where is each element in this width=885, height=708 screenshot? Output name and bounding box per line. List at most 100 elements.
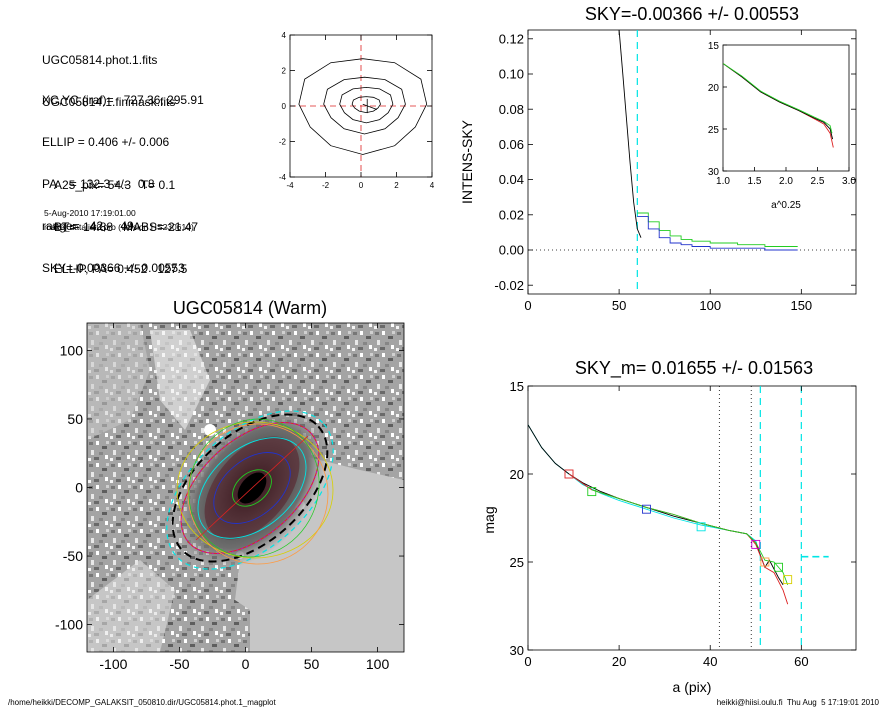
mag-xtick-label: 60	[794, 654, 808, 669]
file-line: UGC05814.phot.1.fits	[42, 53, 158, 67]
param-lines: XC,YC (iraf)= 727.36, 295.91 ELLIP = 0.4…	[42, 65, 204, 303]
result-line: A25_pix= 54.3 T= 0.1	[54, 178, 176, 192]
sky-ytick-label: 0.12	[499, 31, 524, 46]
sky-xtick-label: 150	[790, 298, 812, 313]
mag-marker	[564, 469, 574, 479]
result-line: BT= 14.88 MABS=-21.47	[54, 220, 199, 234]
image-xtick-label: 100	[366, 656, 390, 672]
image-xtick-label: -100	[99, 656, 127, 672]
mag-marker	[751, 539, 761, 549]
sky-ytick-label: 0.06	[499, 137, 524, 152]
inset-series-line	[723, 63, 833, 134]
contour-xtick-label: 2	[394, 181, 399, 190]
sky-series-line	[637, 212, 798, 247]
inset-ytick-label: 20	[708, 83, 720, 94]
inset-xtick-label: 1.0	[716, 176, 730, 187]
file-lines: UGC05814.phot.1.fits UGC05814.1.finmask.…	[42, 25, 175, 137]
mag-marker	[641, 504, 651, 514]
mag-series-line	[528, 424, 761, 556]
sky-series-line	[637, 216, 798, 251]
sky-xtick-label: 50	[612, 298, 626, 313]
contour-line	[339, 86, 394, 124]
mag-ytick-label: 15	[510, 379, 524, 394]
image-xtick-label: 0	[242, 656, 250, 672]
inset-xtick-label: 2.0	[779, 176, 793, 187]
mag-xtick-label: 20	[612, 654, 626, 669]
image-ytick-label: 0	[75, 479, 83, 495]
contour-xtick-label: -2	[322, 181, 330, 190]
contour-ytick-label: 0	[282, 102, 287, 111]
param-line: range= 42.- 49.	[42, 219, 138, 233]
mag-series-line	[591, 489, 789, 586]
contour-ytick-label: 2	[282, 66, 287, 75]
sky-ytick-label: 0.02	[499, 207, 524, 222]
image-ytick-label: -100	[55, 616, 83, 632]
contour-line	[351, 96, 381, 114]
result-line: ELLIP, PA= 0.452 127.5	[54, 262, 188, 276]
mag-ytick-label: 20	[510, 467, 524, 482]
footer-path: /home/heikki/DECOMP_GALAKSIT_050810.dir/…	[8, 698, 276, 707]
contour-xtick-label: 4	[430, 181, 435, 190]
galaxy-image-plot: UGC05814 (Warm)	[55, 298, 405, 672]
inset-frame	[722, 44, 850, 172]
contour-line	[323, 76, 406, 135]
mag-marker	[760, 557, 770, 567]
sky-plot-frame	[527, 29, 857, 295]
image-ytick-label: 50	[67, 411, 83, 427]
sky-plot-ylabel: INTENS-SKY	[459, 119, 475, 204]
param-line: XC,YC (iraf)= 727.36, 295.91	[42, 93, 204, 107]
param-line: ELLIP = 0.406 +/- 0.006	[42, 135, 170, 149]
sky-xtick-label: 100	[699, 298, 721, 313]
mag-ytick-label: 30	[510, 643, 524, 658]
image-title: UGC05814 (Warm)	[173, 298, 327, 318]
image-ytick-label: -50	[63, 548, 83, 564]
inset-ytick-label: 30	[708, 167, 720, 178]
inset-series-line	[723, 63, 834, 140]
inset-xlabel: a^0.25	[771, 200, 801, 211]
sky-ytick-label: -0.02	[494, 278, 524, 293]
mag-series-line	[528, 424, 784, 586]
contour-xtick-label: -4	[286, 181, 294, 190]
mag-plot-frame	[527, 385, 857, 651]
mag-marker	[783, 575, 793, 585]
sky-series-line	[618, 30, 642, 238]
inset-xtick-label: 2.5	[811, 176, 825, 187]
sky-xtick-label: 0	[524, 298, 531, 313]
contour-plot: -4 -2 0 2 4 -4 -2 0 2 4	[279, 31, 435, 190]
timestamp: 5-Aug-2010 17:19:01.00	[44, 208, 136, 218]
program-version: make_datalist0.pro (version HS230610)	[44, 222, 194, 232]
mag-marker	[587, 487, 597, 497]
sky-ytick-label: 0.08	[499, 102, 524, 117]
image-ytick-label: 100	[60, 342, 84, 358]
image-xtick-label: 50	[304, 656, 320, 672]
center-marker	[362, 103, 378, 110]
sky-ytick-label: 0.00	[499, 243, 524, 258]
mag-marker	[774, 562, 784, 572]
inset-xtick-label: 1.5	[748, 176, 762, 187]
sky-ytick-label: 0.10	[499, 67, 524, 82]
contour-xtick-label: 0	[359, 181, 364, 190]
param-line: PA = 132.3 +/- 0.8	[42, 177, 155, 191]
contour-line	[298, 58, 428, 155]
contour-ytick-label: 4	[282, 31, 287, 40]
galaxy-image	[87, 323, 404, 652]
mag-plot-xlabel: a (pix)	[673, 679, 712, 695]
contour-ytick-label: -2	[279, 137, 287, 146]
image-xtick-label: -50	[169, 656, 189, 672]
param-line: SKY=-0.00366 +/- 0.00553	[42, 261, 185, 275]
sky-profile-plot: SKY=-0.00366 +/- 0.00553 INTENS-SKY 0 50 1…	[459, 4, 857, 313]
mag-profile-plot: SKY_m= 0.01655 +/- 0.01563 mag a (pix) 0…	[481, 358, 857, 695]
result-lines: A25_pix= 54.3 T= 0.1 BT= 14.88 MABS=-21.…	[54, 150, 198, 304]
sky-ytick-label: 0.04	[499, 172, 524, 187]
mag-plot-ylabel: mag	[481, 506, 497, 533]
inset-ytick-label: 15	[708, 41, 720, 52]
inset-xtick-label: 3.0	[842, 176, 856, 187]
contour-ytick-label: -4	[279, 173, 287, 182]
inset-ytick-label: 25	[708, 125, 720, 136]
mag-marker	[696, 522, 706, 532]
mag-plot-title: SKY_m= 0.01655 +/- 0.01563	[575, 358, 813, 379]
sky-plot-title: SKY=-0.00366 +/- 0.00553	[585, 4, 799, 24]
file-line: UGC05814.1.finmask.fits	[42, 95, 176, 109]
mag-xtick-label: 40	[703, 654, 717, 669]
